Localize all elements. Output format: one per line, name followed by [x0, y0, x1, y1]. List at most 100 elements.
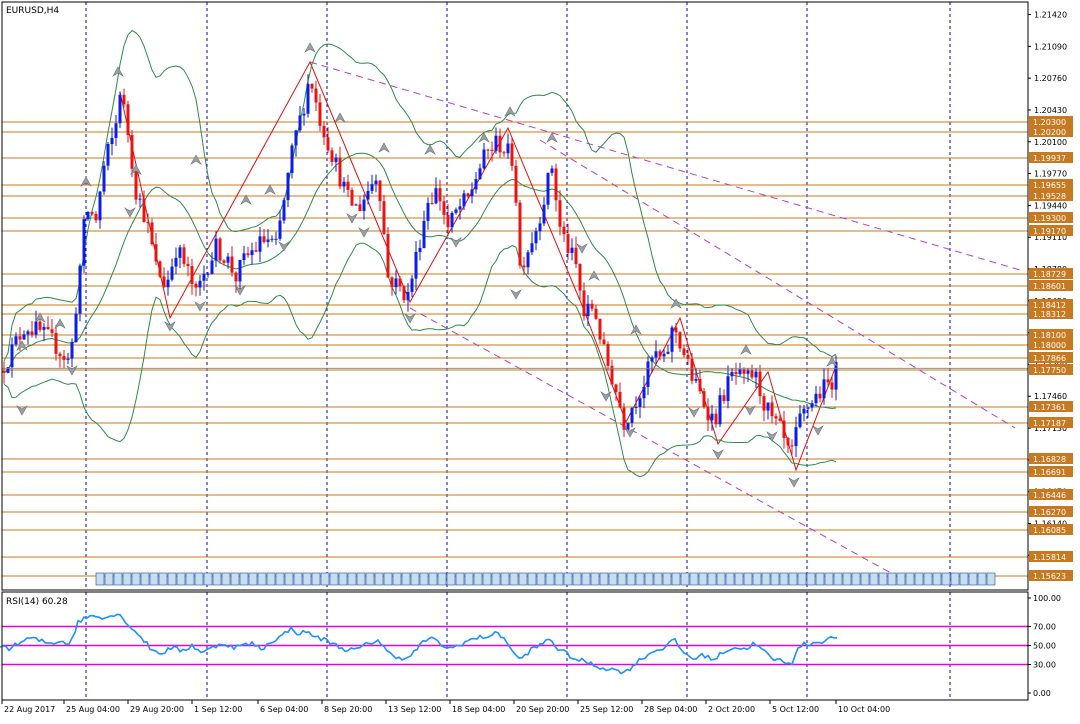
- candle-body: [606, 344, 610, 366]
- level-price-label: 1.17750: [1033, 366, 1066, 375]
- candle-body: [394, 278, 398, 288]
- candle-body: [502, 152, 506, 154]
- fractal-up-icon: [130, 164, 142, 175]
- candle-body: [702, 391, 706, 407]
- candle-body: [510, 143, 514, 166]
- level-price-badge: [1029, 126, 1073, 137]
- rsi-panel-frame: [1, 591, 1029, 701]
- candle-body: [182, 247, 186, 264]
- candle-body: [538, 223, 542, 232]
- candle-body: [310, 83, 314, 89]
- candle-body: [634, 406, 638, 408]
- candle-body: [754, 371, 758, 378]
- candle-body: [450, 212, 454, 228]
- time-marker-box: [428, 572, 438, 586]
- candle-body: [786, 437, 790, 446]
- candle-body: [586, 303, 590, 317]
- time-tick-label: 2 Oct 20:00: [708, 705, 755, 714]
- candle-body: [86, 211, 90, 220]
- candle-body: [718, 395, 722, 425]
- candle-body: [258, 236, 262, 252]
- candle-body: [78, 265, 82, 314]
- time-marker-box: [212, 572, 222, 586]
- candle-body: [430, 203, 434, 205]
- candle-body: [418, 248, 422, 252]
- time-label-strip: [95, 572, 996, 586]
- time-marker-box: [914, 572, 924, 586]
- candle-body: [670, 327, 674, 352]
- candle-body: [454, 209, 458, 213]
- time-marker-box: [842, 572, 852, 586]
- time-marker-box: [734, 572, 744, 586]
- candle-body: [406, 291, 410, 301]
- candle-body: [390, 277, 394, 288]
- candle-body: [666, 351, 670, 354]
- level-price-label: 1.16691: [1033, 468, 1066, 477]
- level-price-label: 1.16446: [1033, 491, 1066, 500]
- candle-body: [482, 149, 486, 169]
- candle-body: [318, 102, 322, 126]
- level-price-badge: [1029, 299, 1073, 310]
- candle-body: [486, 149, 490, 151]
- level-price-label: 1.20200: [1033, 128, 1066, 137]
- time-marker-box: [302, 572, 312, 586]
- fractal-down-icon: [744, 405, 756, 416]
- candle-body: [790, 445, 794, 447]
- fractal-up-icon: [504, 106, 516, 117]
- candle-body: [302, 113, 306, 116]
- level-price-badge: [1029, 352, 1073, 363]
- candle-body: [358, 204, 362, 212]
- candle-body: [122, 94, 126, 105]
- candle-body: [814, 393, 818, 404]
- time-marker-box: [140, 572, 150, 586]
- candle-body: [478, 168, 482, 180]
- fractal-up-icon: [670, 298, 682, 309]
- time-marker-box: [815, 572, 825, 586]
- price-tick-label: 1.21090: [1034, 42, 1067, 51]
- candle-body: [166, 279, 170, 288]
- candle-body: [330, 150, 334, 162]
- time-marker-box: [644, 572, 654, 586]
- candle-body: [98, 191, 102, 221]
- chart-frame: EURUSD,H4: [1, 1, 1029, 701]
- candle-body: [298, 115, 302, 131]
- level-price-label: 1.19528: [1033, 192, 1066, 201]
- time-marker-box: [662, 572, 672, 586]
- candle-body: [134, 168, 138, 200]
- candle-body: [146, 222, 150, 224]
- level-price-badge: [1029, 268, 1073, 279]
- candle-body: [294, 130, 298, 146]
- candle-body: [354, 204, 358, 206]
- candle-body: [2, 371, 6, 373]
- candle-body: [554, 168, 558, 201]
- candle-body: [170, 266, 174, 280]
- time-marker-box: [248, 572, 258, 586]
- time-marker-box: [518, 572, 528, 586]
- candle-body: [90, 211, 94, 214]
- fractal-down-icon: [278, 241, 290, 252]
- time-marker-box: [554, 572, 564, 586]
- time-marker-box: [689, 572, 699, 586]
- candle-body: [138, 198, 142, 200]
- rsi-tick-label: 100.00: [1033, 594, 1061, 603]
- time-marker-box: [473, 572, 483, 586]
- candle-body: [6, 367, 10, 373]
- time-marker-box: [509, 572, 519, 586]
- candle-body: [126, 104, 130, 136]
- candle-body: [162, 276, 166, 288]
- price-tick-label: 1.20430: [1034, 106, 1067, 115]
- candle-body: [414, 251, 418, 279]
- candle-body: [498, 135, 502, 153]
- fractal-down-icon: [624, 427, 636, 438]
- candle-body: [622, 407, 626, 430]
- time-marker-box: [176, 572, 186, 586]
- time-tick-label: 22 Aug 2017: [4, 705, 55, 714]
- time-marker-box: [122, 572, 132, 586]
- time-marker-box: [626, 572, 636, 586]
- candle-body: [706, 406, 710, 421]
- candle-body: [694, 379, 698, 381]
- level-price-label: 1.16270: [1033, 508, 1066, 517]
- candle-body: [62, 356, 66, 360]
- time-marker-box: [698, 572, 708, 586]
